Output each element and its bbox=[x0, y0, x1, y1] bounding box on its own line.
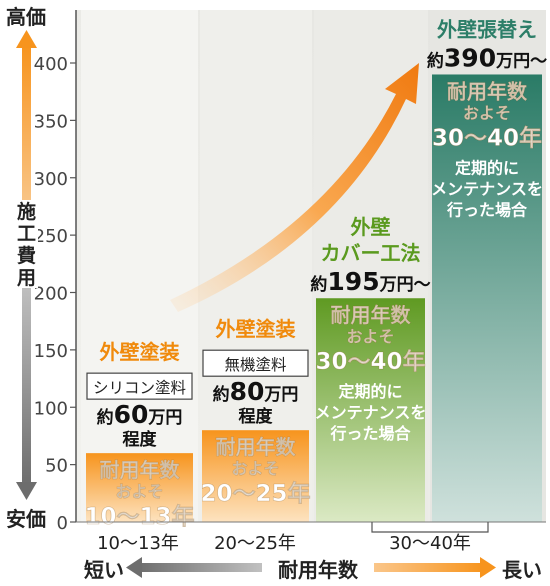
y-tick-label: 100 bbox=[34, 398, 68, 419]
y-axis-title-char: 費 bbox=[17, 244, 36, 267]
bar-price-label: 約195万円〜 bbox=[310, 267, 430, 296]
y-axis-bottom-label: 安価 bbox=[6, 507, 46, 531]
bar-life-approx: およそ bbox=[115, 482, 163, 501]
bar-life-approx: およそ bbox=[231, 459, 279, 478]
y-ticks: 0 50 100 150 200 250 300 350 400 bbox=[34, 54, 76, 534]
bar-material: 無機塗料 bbox=[224, 355, 286, 374]
bar-title: 外壁塗装 bbox=[100, 340, 180, 364]
bar-title-line1: 外壁 bbox=[351, 215, 391, 239]
bar-material: シリコン塗料 bbox=[93, 378, 186, 397]
y-axis-top-label: 高価 bbox=[6, 5, 46, 29]
x-right-label: 長い bbox=[502, 558, 542, 582]
bar-life-label: 耐用年数 bbox=[100, 458, 181, 482]
y-tick-label: 350 bbox=[34, 111, 68, 132]
bar-title-line2: カバー工法 bbox=[321, 241, 421, 265]
bar bbox=[432, 74, 542, 522]
bar-title: 外壁張替え bbox=[437, 17, 537, 41]
y-tick-label: 400 bbox=[34, 54, 68, 75]
y-axis-title-bg bbox=[15, 266, 38, 288]
bar-note-line: 定期的に bbox=[454, 158, 519, 177]
bar-note-line: 行った場合 bbox=[446, 200, 528, 219]
bar-life-approx: およそ bbox=[463, 103, 511, 122]
bar bbox=[316, 298, 425, 522]
bar-price-note: 程度 bbox=[239, 406, 274, 427]
y-axis-title-bg bbox=[15, 222, 38, 244]
bar-life-approx: およそ bbox=[346, 327, 394, 346]
y-tick-label: 200 bbox=[34, 284, 68, 305]
bar-life-years: 10〜13年 bbox=[84, 503, 194, 530]
x-axis: 10〜13年 20〜25年 30〜40年 bbox=[76, 521, 546, 554]
x-axis-title: 耐用年数 bbox=[278, 558, 359, 582]
bar-title: 外壁塗装 bbox=[216, 317, 296, 341]
y-axis-title-char: 用 bbox=[17, 267, 36, 289]
bar-life-label: 耐用年数 bbox=[447, 79, 528, 103]
y-axis-title-bg bbox=[15, 244, 38, 266]
bar-life-years: 20〜25年 bbox=[200, 480, 310, 507]
bar bbox=[202, 430, 309, 522]
bar-life-label: 耐用年数 bbox=[216, 435, 297, 459]
y-tick-label: 250 bbox=[34, 226, 68, 247]
bar bbox=[86, 453, 193, 522]
bar-material-box bbox=[202, 349, 309, 377]
bar-note-line: メンテナンスを bbox=[431, 179, 543, 198]
y-tick-label: 0 bbox=[57, 513, 68, 534]
bar-life-label: 耐用年数 bbox=[331, 303, 412, 327]
years-arrow bbox=[126, 555, 496, 581]
bar-note-line: メンテナンスを bbox=[315, 403, 427, 422]
y-tick-label: 300 bbox=[34, 169, 68, 190]
bars: 耐用年数およそ10〜13年約60万円程度シリコン塗料外壁塗装耐用年数およそ20〜… bbox=[84, 17, 547, 530]
x-tick-label: 10〜13年 bbox=[97, 533, 179, 554]
x-bracket bbox=[371, 522, 489, 533]
bar-life-years: 30〜40年 bbox=[432, 124, 542, 151]
bar-price-label: 約60万円 bbox=[97, 400, 183, 429]
x-tick-label: 20〜25年 bbox=[214, 533, 296, 554]
x-tick-label: 30〜40年 bbox=[389, 533, 471, 554]
growth-arrow bbox=[170, 63, 419, 312]
bar-note-line: 定期的に bbox=[337, 382, 402, 401]
y-axis-title-bg bbox=[15, 200, 38, 222]
bar-price-label: 約80万円 bbox=[213, 377, 299, 406]
y-tick-label: 50 bbox=[45, 456, 68, 477]
y-axis-title-char: 工 bbox=[17, 223, 36, 245]
bar-price-label: 約390万円〜 bbox=[427, 43, 547, 72]
bar-material-box bbox=[86, 372, 193, 400]
x-left-label: 短い bbox=[84, 558, 124, 582]
bar-note-line: 行った場合 bbox=[329, 424, 411, 443]
bar-panel bbox=[81, 10, 198, 522]
y-tick-label: 150 bbox=[34, 341, 68, 362]
bar-price-note: 程度 bbox=[123, 429, 158, 450]
bar-life-years: 30〜40年 bbox=[315, 348, 425, 375]
y-axis-title-char: 施 bbox=[17, 200, 36, 223]
